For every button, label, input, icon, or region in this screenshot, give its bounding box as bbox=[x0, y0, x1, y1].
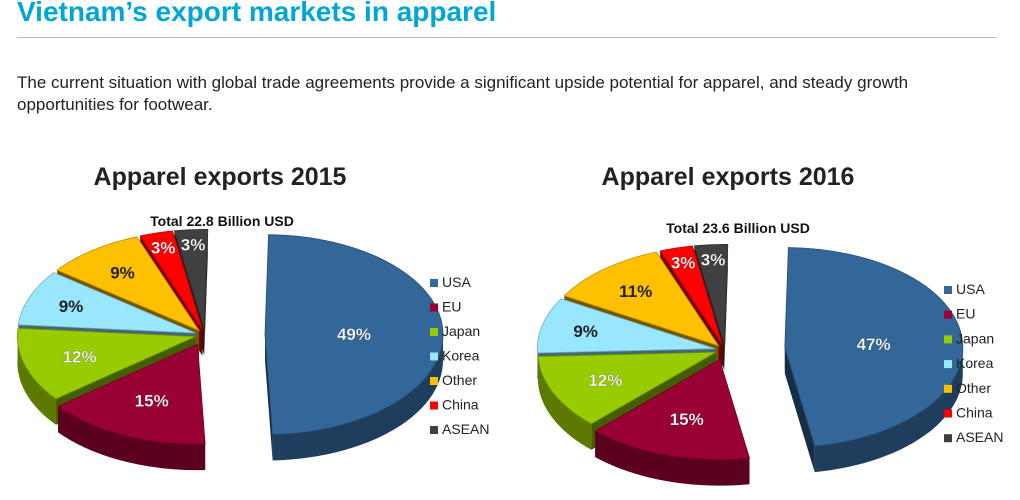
legend-swatch-eu bbox=[430, 303, 438, 312]
data-label-other: 9% bbox=[110, 264, 135, 283]
legend-swatch-usa bbox=[430, 279, 438, 287]
legend-entry-usa: USA bbox=[956, 281, 985, 297]
data-label-asean: 3% bbox=[701, 251, 726, 270]
page-title: Vietnam’s export markets in apparel bbox=[17, 0, 497, 27]
data-label-korea: 9% bbox=[573, 322, 598, 341]
legend-entry-korea: Korea bbox=[956, 355, 994, 371]
legend-entry-other: Other bbox=[956, 380, 991, 396]
slice-other bbox=[563, 251, 720, 347]
legend-swatch-eu bbox=[944, 310, 952, 319]
slice-eu bbox=[57, 343, 206, 445]
legend: USA EU Japan Korea Other China ASEAN bbox=[430, 274, 489, 437]
title-divider bbox=[17, 37, 997, 38]
slice-labels: 47% 15% 12% 9% 11% 3% 3% bbox=[573, 250, 891, 429]
legend-entry-korea: Korea bbox=[442, 348, 480, 364]
legend-entry-other: Other bbox=[442, 372, 477, 388]
legend-swatch-china bbox=[430, 401, 438, 410]
slice-china bbox=[659, 245, 723, 345]
chart-title: Apparel exports 2015 bbox=[94, 163, 347, 191]
data-label-asean: 3% bbox=[181, 236, 206, 255]
legend-entry-china: China bbox=[442, 397, 479, 413]
data-label-usa: 47% bbox=[857, 335, 891, 354]
slice-japan bbox=[537, 351, 717, 425]
intro-text: The current situation with global trade … bbox=[17, 73, 909, 114]
slice-japan bbox=[17, 327, 196, 400]
legend-swatch-asean bbox=[944, 434, 952, 443]
data-label-japan: 12% bbox=[588, 371, 622, 390]
pie-slices bbox=[536, 244, 964, 461]
legend-swatch-other bbox=[430, 377, 438, 385]
legend-entry-japan: Japan bbox=[956, 330, 994, 346]
data-label-japan: 12% bbox=[63, 347, 97, 366]
data-label-eu: 15% bbox=[135, 392, 169, 411]
legend-entry-asean: ASEAN bbox=[956, 429, 1003, 445]
legend-swatch-korea bbox=[944, 360, 952, 369]
legend-swatch-korea bbox=[430, 352, 438, 361]
slice-asean bbox=[693, 244, 729, 345]
data-label-eu: 15% bbox=[670, 410, 704, 429]
pie-slices bbox=[17, 229, 444, 445]
slice-korea bbox=[17, 272, 196, 334]
slice-korea bbox=[536, 298, 716, 354]
legend: USA EU Japan Korea Other China ASEAN bbox=[944, 281, 1003, 445]
legend-entry-usa: USA bbox=[442, 274, 471, 290]
legend-swatch-japan bbox=[430, 328, 438, 336]
legend-entry-japan: Japan bbox=[442, 323, 480, 339]
legend-entry-eu: EU bbox=[956, 306, 975, 322]
slice-eu bbox=[594, 359, 751, 461]
slice-usa bbox=[264, 234, 444, 435]
legend-swatch-japan bbox=[944, 335, 952, 344]
legend-entry-asean: ASEAN bbox=[442, 421, 489, 437]
data-label-china: 3% bbox=[151, 239, 176, 258]
legend-swatch-other bbox=[944, 384, 952, 393]
legend-entry-china: China bbox=[956, 405, 993, 421]
slice-usa bbox=[784, 247, 964, 447]
slice-labels: 49% 15% 12% 9% 9% 3% 3% bbox=[59, 235, 372, 411]
data-label-other: 11% bbox=[619, 282, 652, 301]
slice-china bbox=[139, 230, 203, 330]
chart-subtitle: Total 22.8 Billion USD bbox=[150, 213, 294, 229]
legend-swatch-china bbox=[944, 409, 952, 418]
data-label-china: 3% bbox=[671, 254, 696, 273]
legend-swatch-asean bbox=[430, 426, 438, 434]
legend-entry-eu: EU bbox=[442, 299, 461, 315]
slice-asean bbox=[173, 229, 209, 330]
chart-title: Apparel exports 2016 bbox=[602, 163, 855, 191]
legend-swatch-usa bbox=[944, 286, 952, 294]
chart-subtitle: Total 23.6 Billion USD bbox=[666, 220, 810, 236]
data-label-usa: 49% bbox=[337, 325, 371, 344]
slice-other bbox=[56, 236, 201, 332]
data-label-korea: 9% bbox=[59, 297, 84, 316]
